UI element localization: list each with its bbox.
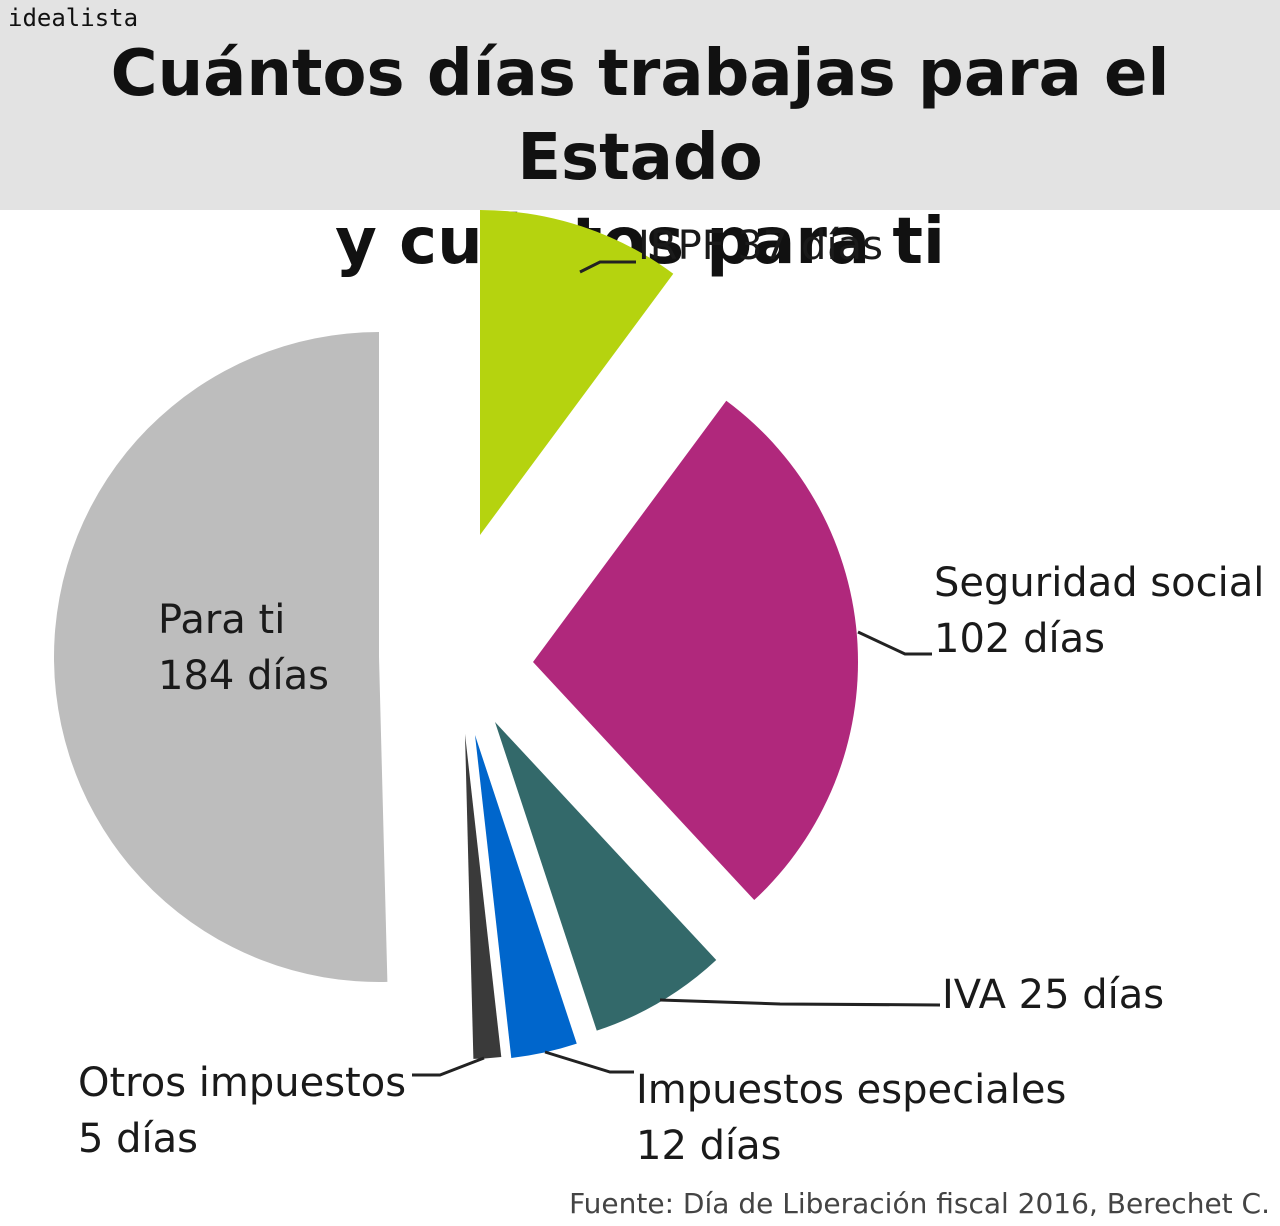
header-band: idealista Cuántos días trabajas para el … <box>0 0 1280 279</box>
slice-label-iva-line-1: IVA 25 días <box>942 972 1165 1018</box>
slice-label-irpf-line-1: IRPF 37 días <box>638 223 883 269</box>
slice-label-impuestos-especiales-line-2: 12 días <box>636 1123 782 1169</box>
slice-label-impuestos-especiales-line-1: Impuestos especiales <box>636 1067 1067 1113</box>
slice-label-para-ti-line-1: Para ti <box>158 597 286 643</box>
leader-line-irpf <box>579 260 636 274</box>
slice-label-otros-impuestos-line-1: Otros impuestos <box>78 1060 407 1106</box>
slice-label-irpf: IRPF 37 días <box>638 218 883 274</box>
leader-line-otros-impuestos <box>412 1056 485 1077</box>
leader-line-seguridad-social <box>857 630 932 656</box>
brand-logo: idealista <box>8 4 139 32</box>
slice-label-seguridad-social-line-1: Seguridad social <box>934 560 1265 606</box>
pie-slice-iva <box>495 722 717 1031</box>
slice-label-seguridad-social: Seguridad social 102 días <box>934 555 1264 667</box>
slice-label-para-ti: Para ti 184 días <box>158 592 329 704</box>
slice-label-otros-impuestos-line-2: 5 días <box>78 1116 199 1162</box>
source-note: Fuente: Día de Liberación fiscal 2016, B… <box>569 1187 1270 1220</box>
leader-line-iva <box>659 998 941 1007</box>
slice-label-para-ti-line-2: 184 días <box>158 653 329 699</box>
chart-title: Cuántos días trabajas para el Estado y c… <box>0 32 1280 284</box>
pie-slice-otros-impuestos <box>465 734 502 1059</box>
slice-label-impuestos-especiales: Impuestos especiales 12 días <box>636 1062 1066 1174</box>
slice-label-seguridad-social-line-2: 102 días <box>934 616 1105 662</box>
pie-chart <box>54 210 941 1077</box>
pie-slice-irpf <box>480 210 674 535</box>
slice-label-otros-impuestos: Otros impuestos 5 días <box>78 1055 406 1167</box>
slice-label-iva: IVA 25 días <box>942 967 1164 1023</box>
pie-slice-para-ti <box>54 332 388 982</box>
pie-slice-seguridad-social <box>533 400 858 901</box>
pie-slice-impuestos-especiales <box>475 735 577 1058</box>
leader-line-impuestos-especiales <box>544 1050 634 1074</box>
chart-title-line-1: Cuántos días trabajas para el Estado <box>110 37 1170 195</box>
